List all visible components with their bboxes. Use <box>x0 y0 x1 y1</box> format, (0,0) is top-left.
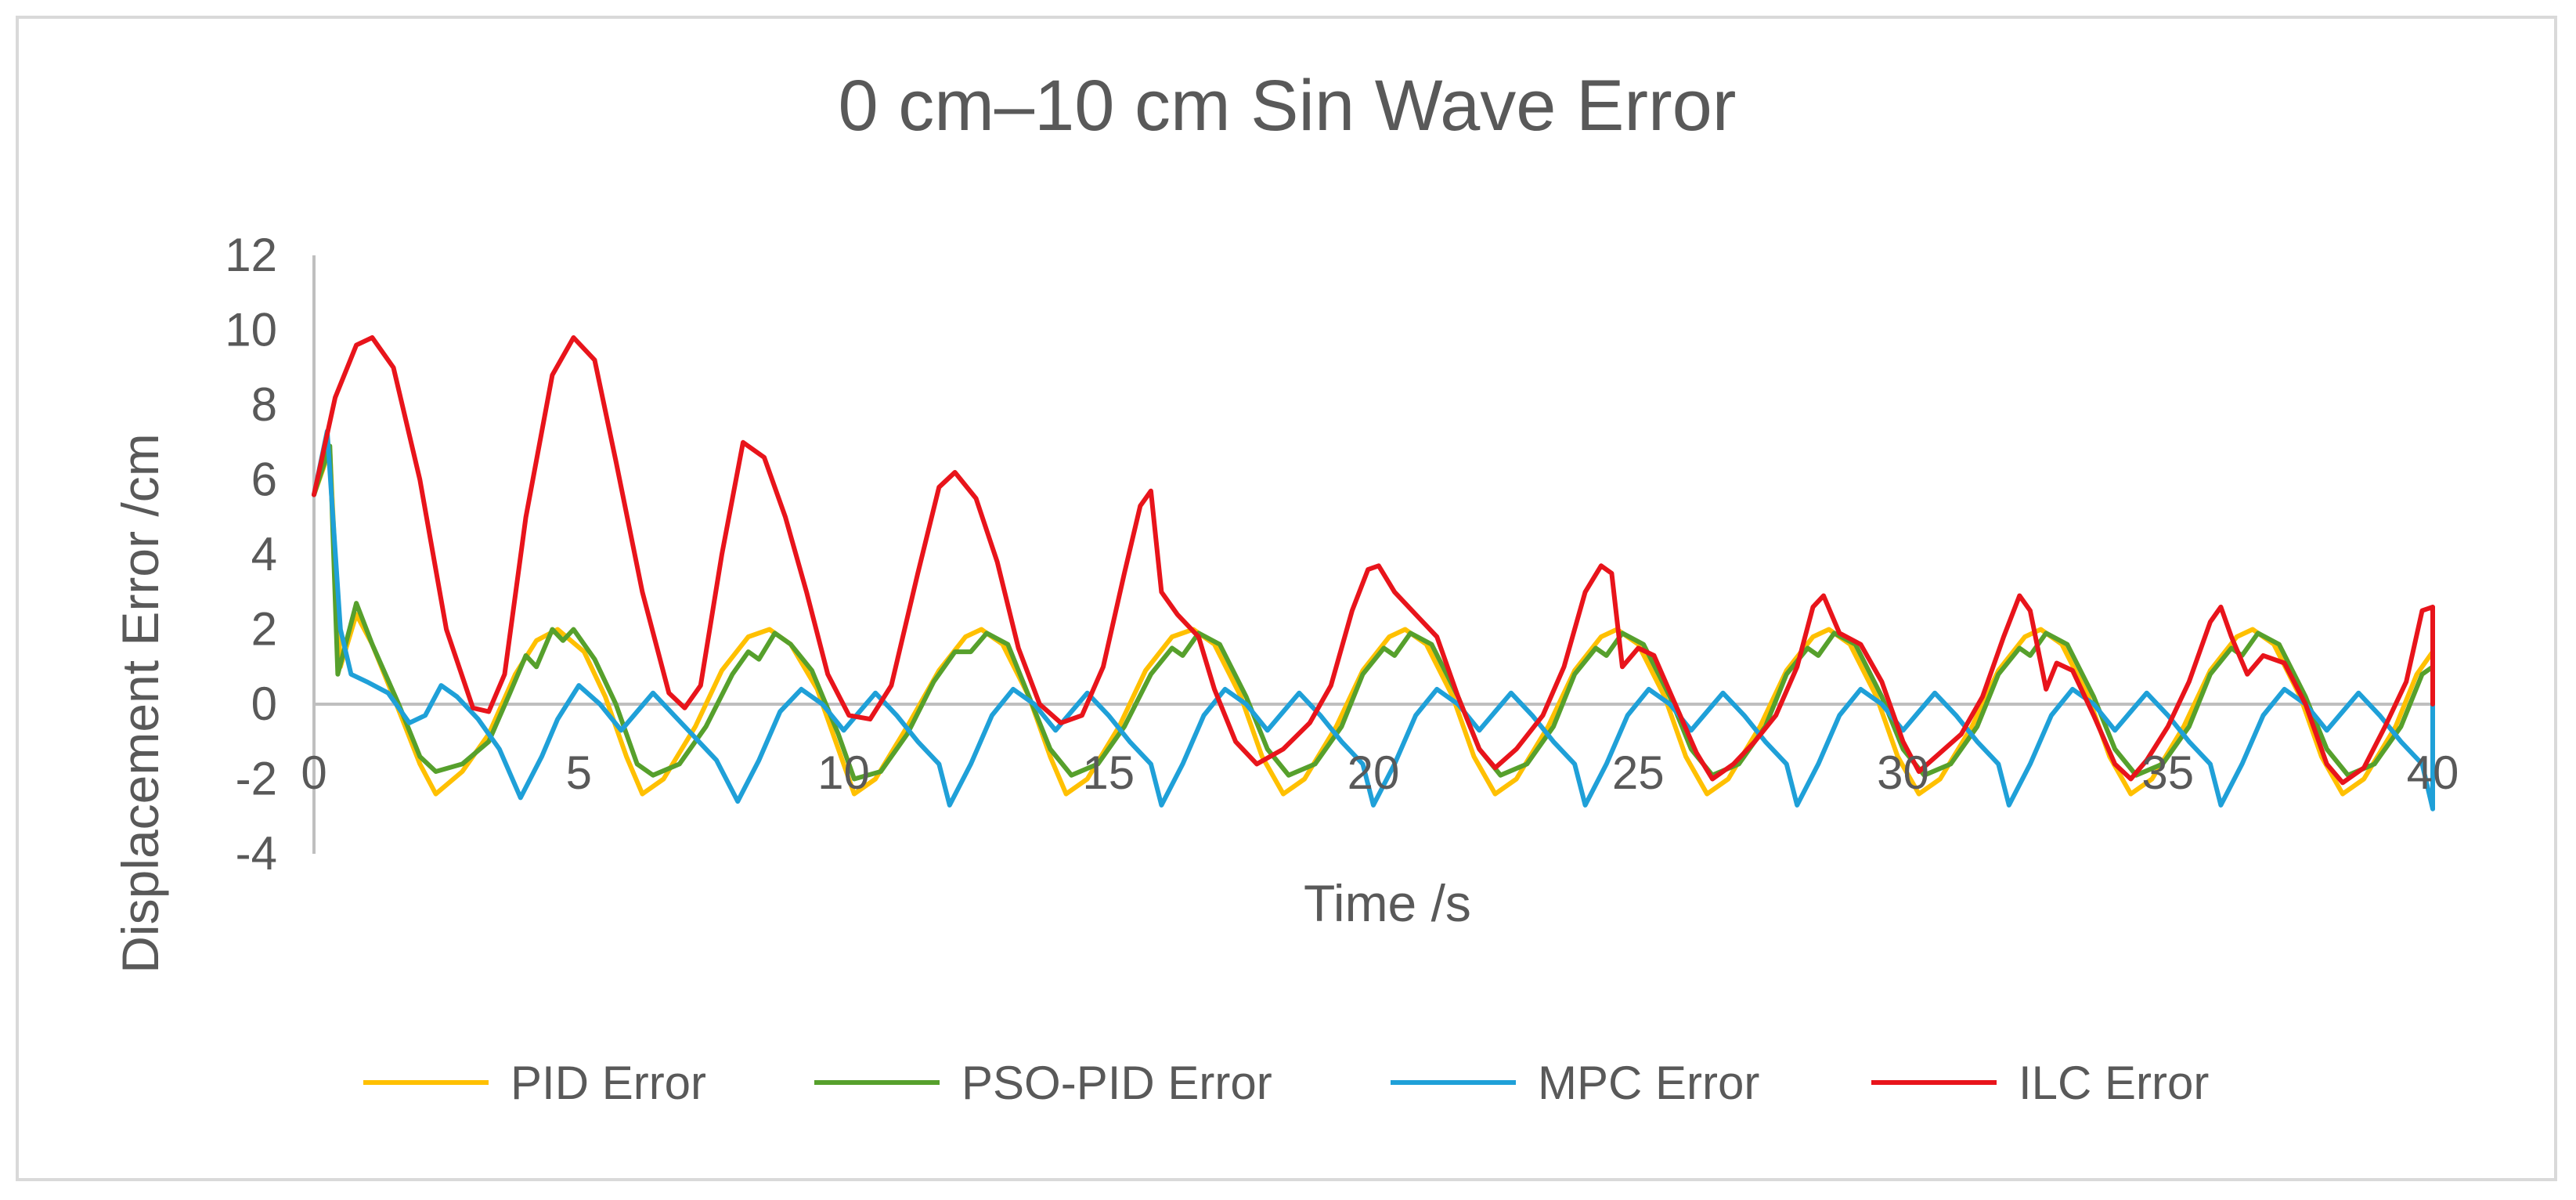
y-tick-label: -4 <box>236 827 277 880</box>
y-axis-label: Displacement Error /cm <box>111 433 169 974</box>
axes <box>312 255 2433 854</box>
y-tick-label: 4 <box>251 528 277 580</box>
y-tick-label: 6 <box>251 454 277 506</box>
line-chart: 0 cm–10 cm Sin Wave Error Displacement E… <box>111 66 2459 1109</box>
legend-label: MPC Error <box>1538 1057 1759 1109</box>
x-tick-label: 30 <box>1877 746 1929 799</box>
series-line-pso-pid-error <box>312 443 2435 782</box>
x-tick-label: 10 <box>817 746 870 799</box>
legend-label: PSO-PID Error <box>961 1057 1272 1109</box>
y-tick-label: -2 <box>236 753 277 805</box>
series-line-pid-error <box>312 447 2435 797</box>
series-line-ilc-error <box>312 335 2435 786</box>
legend: PID Error PSO-PID Error MPC Error ILC Error <box>363 1057 2209 1109</box>
x-tick-label: 25 <box>1612 746 1665 799</box>
x-tick-label: 0 <box>301 746 327 799</box>
x-tick-label: 20 <box>1348 746 1400 799</box>
x-tick-label: 40 <box>2407 746 2459 799</box>
x-tick-label: 15 <box>1082 746 1135 799</box>
x-tick-label: 5 <box>566 746 592 799</box>
x-axis-label: Time /s <box>1304 874 1471 932</box>
chart-frame: 0 cm–10 cm Sin Wave Error Displacement E… <box>16 16 2557 1181</box>
y-tick-label: 8 <box>251 378 277 431</box>
y-tick-label: 10 <box>225 304 277 356</box>
y-tick-label: 2 <box>251 603 277 656</box>
y-tick-label: 12 <box>225 229 277 281</box>
legend-label: ILC Error <box>2019 1057 2209 1109</box>
y-tick-label: 0 <box>251 678 277 730</box>
chart-title: 0 cm–10 cm Sin Wave Error <box>839 66 1737 146</box>
series-layer <box>312 335 2435 811</box>
series-line-mpc-error <box>312 428 2435 811</box>
x-tick-label: 35 <box>2141 746 2194 799</box>
legend-label: PID Error <box>511 1057 706 1109</box>
